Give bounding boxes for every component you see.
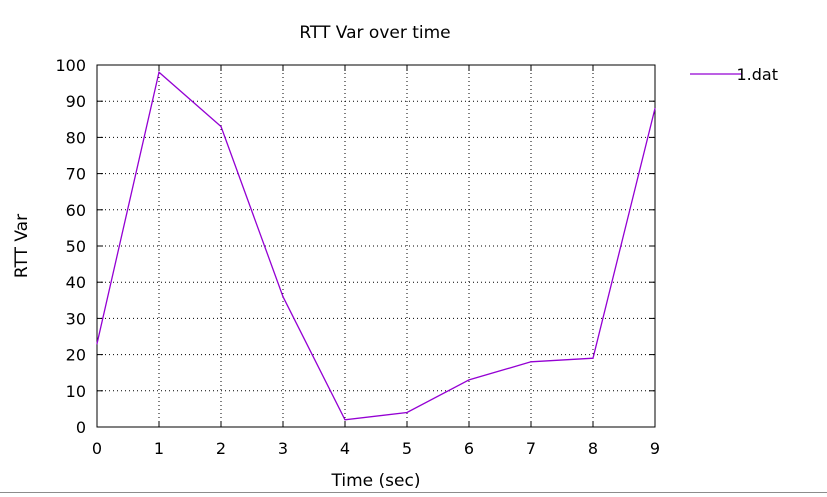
- data-point: [592, 357, 594, 359]
- x-tick-label: 8: [588, 439, 598, 458]
- data-point: [158, 71, 160, 73]
- y-tick-label: 20: [66, 346, 86, 365]
- y-tick-label: 40: [66, 273, 86, 292]
- series-line-0: [96, 70, 656, 421]
- x-tick-label: 3: [278, 439, 288, 458]
- x-tick-label: 2: [216, 439, 226, 458]
- plot-border: [96, 64, 656, 428]
- data-point: [282, 296, 284, 298]
- data-point: [530, 361, 532, 363]
- legend-label-1dat: 1.dat: [737, 65, 779, 84]
- y-tick-label: 70: [66, 165, 86, 184]
- data-point: [468, 379, 470, 381]
- x-tick-label: 7: [526, 439, 536, 458]
- y-axis-label: RTT Var: [12, 214, 32, 278]
- data-point: [220, 125, 222, 128]
- x-tick-labels: 0 1 2 3 4 5 6 7 8 9: [92, 439, 660, 458]
- y-tick-label: 30: [66, 309, 86, 328]
- x-tick-label: 9: [650, 439, 660, 458]
- y-tick-label: 0: [76, 418, 86, 437]
- chart-title: RTT Var over time: [299, 23, 450, 43]
- y-tick-label: 80: [66, 128, 86, 147]
- x-tick-label: 6: [464, 439, 474, 458]
- y-tick-label: 60: [66, 201, 86, 220]
- x-tick-label: 0: [92, 439, 102, 458]
- axis-ticks: [96, 64, 656, 428]
- y-tick-label: 10: [66, 382, 86, 401]
- x-tick-label: 1: [154, 439, 164, 458]
- x-axis-label: Time (sec): [331, 471, 421, 491]
- y-tick-label: 50: [66, 237, 86, 256]
- series-layer: [96, 70, 656, 421]
- x-tick-label: 4: [340, 439, 350, 458]
- y-tick-label: 100: [55, 56, 86, 75]
- y-tick-label: 90: [66, 92, 86, 111]
- bottom-divider: [0, 492, 827, 493]
- data-point: [654, 107, 656, 110]
- data-point: [344, 419, 346, 421]
- legend: 1.dat: [690, 65, 778, 84]
- x-tick-label: 5: [402, 439, 412, 458]
- data-point: [96, 343, 98, 345]
- grid-lines: [97, 65, 655, 427]
- y-tick-labels: 0 10 20 30 40 50 60 70 80 90 100: [55, 56, 86, 437]
- data-point: [406, 411, 408, 414]
